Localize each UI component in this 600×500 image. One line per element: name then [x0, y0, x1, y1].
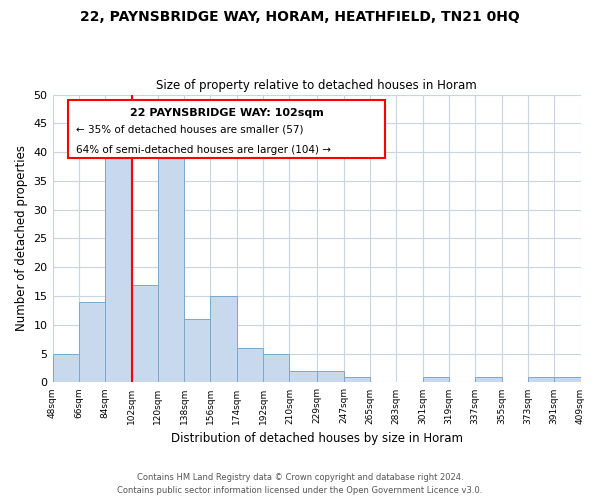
FancyBboxPatch shape [68, 100, 385, 158]
Bar [422, 376, 449, 382]
Bar [528, 376, 554, 382]
Text: 22, PAYNSBRIDGE WAY, HORAM, HEATHFIELD, TN21 0HQ: 22, PAYNSBRIDGE WAY, HORAM, HEATHFIELD, … [80, 10, 520, 24]
Title: Size of property relative to detached houses in Horam: Size of property relative to detached ho… [156, 79, 477, 92]
Text: Contains HM Land Registry data © Crown copyright and database right 2024.
Contai: Contains HM Land Registry data © Crown c… [118, 474, 482, 495]
Bar [211, 296, 237, 382]
Text: ← 35% of detached houses are smaller (57): ← 35% of detached houses are smaller (57… [76, 125, 304, 135]
X-axis label: Distribution of detached houses by size in Horam: Distribution of detached houses by size … [170, 432, 463, 445]
Y-axis label: Number of detached properties: Number of detached properties [15, 146, 28, 332]
Bar [344, 376, 370, 382]
Bar [475, 376, 502, 382]
Bar [105, 152, 131, 382]
Bar [263, 354, 289, 382]
Bar [184, 319, 211, 382]
Text: 64% of semi-detached houses are larger (104) →: 64% of semi-detached houses are larger (… [76, 145, 331, 155]
Text: 22 PAYNSBRIDGE WAY: 102sqm: 22 PAYNSBRIDGE WAY: 102sqm [130, 108, 323, 118]
Bar [317, 371, 344, 382]
Bar [131, 284, 158, 382]
Bar [237, 348, 263, 382]
Bar [158, 146, 184, 382]
Bar [289, 371, 317, 382]
Bar [554, 376, 581, 382]
Bar [53, 354, 79, 382]
Bar [79, 302, 105, 382]
